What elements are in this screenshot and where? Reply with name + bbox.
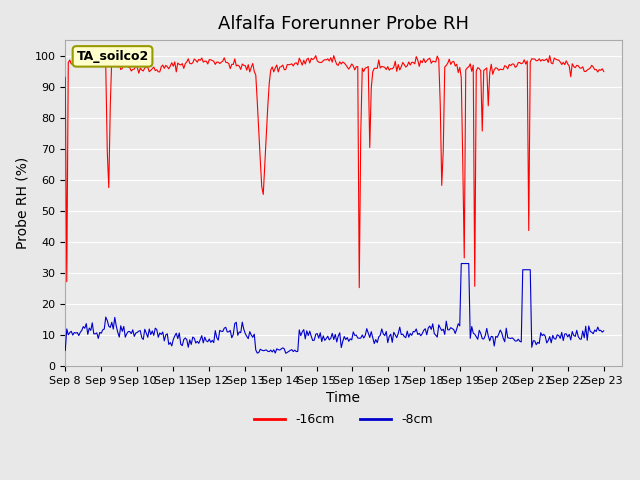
Title: Alfalfa Forerunner Probe RH: Alfalfa Forerunner Probe RH [218, 15, 469, 33]
Legend: -16cm, -8cm: -16cm, -8cm [249, 408, 438, 432]
Text: TA_soilco2: TA_soilco2 [76, 50, 148, 63]
Y-axis label: Probe RH (%): Probe RH (%) [15, 157, 29, 249]
X-axis label: Time: Time [326, 391, 360, 405]
